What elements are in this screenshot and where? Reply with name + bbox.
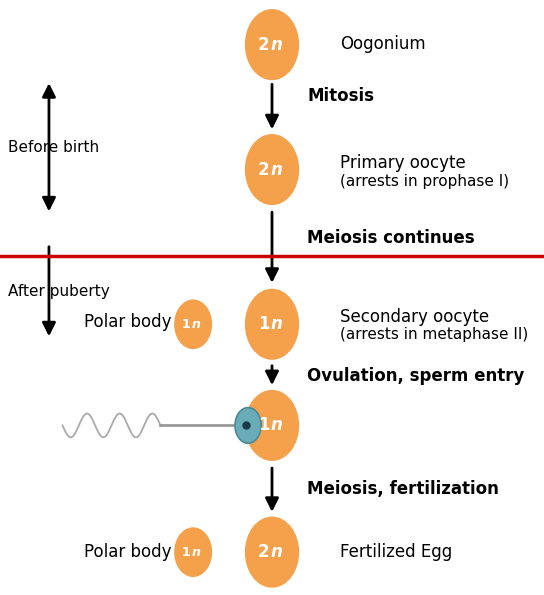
Text: 2: 2 xyxy=(258,161,269,178)
Ellipse shape xyxy=(246,135,298,204)
Text: (arrests in metaphase II): (arrests in metaphase II) xyxy=(340,327,528,342)
Ellipse shape xyxy=(246,290,298,359)
Text: Primary oocyte: Primary oocyte xyxy=(340,154,466,172)
Text: n: n xyxy=(270,315,282,333)
Text: Oogonium: Oogonium xyxy=(340,35,425,53)
Text: (arrests in prophase I): (arrests in prophase I) xyxy=(340,174,509,189)
Ellipse shape xyxy=(246,391,298,460)
Ellipse shape xyxy=(175,528,211,576)
Text: Fertilized Egg: Fertilized Egg xyxy=(340,543,452,561)
Text: 1: 1 xyxy=(182,546,190,559)
Text: n: n xyxy=(270,36,282,54)
Ellipse shape xyxy=(175,300,211,348)
Ellipse shape xyxy=(235,408,261,443)
Text: 1: 1 xyxy=(182,318,190,331)
Text: Ovulation, sperm entry: Ovulation, sperm entry xyxy=(307,367,525,385)
Text: Secondary oocyte: Secondary oocyte xyxy=(340,308,489,325)
Text: After puberty: After puberty xyxy=(8,284,110,299)
Text: Mitosis: Mitosis xyxy=(307,87,374,105)
Text: 2: 2 xyxy=(258,36,269,54)
Text: n: n xyxy=(270,543,282,561)
Text: n: n xyxy=(191,546,200,559)
Text: Polar body: Polar body xyxy=(84,543,172,561)
Text: Before birth: Before birth xyxy=(8,140,100,155)
Text: Meiosis, fertilization: Meiosis, fertilization xyxy=(307,480,499,498)
Text: n: n xyxy=(191,318,200,331)
Text: 1: 1 xyxy=(258,315,269,333)
Text: Polar body: Polar body xyxy=(84,314,172,331)
Text: Meiosis continues: Meiosis continues xyxy=(307,229,475,247)
Ellipse shape xyxy=(246,10,298,79)
Text: 2: 2 xyxy=(258,543,269,561)
Text: n: n xyxy=(270,161,282,178)
Text: n: n xyxy=(270,416,282,434)
Ellipse shape xyxy=(246,518,298,587)
Text: 1: 1 xyxy=(258,416,269,434)
